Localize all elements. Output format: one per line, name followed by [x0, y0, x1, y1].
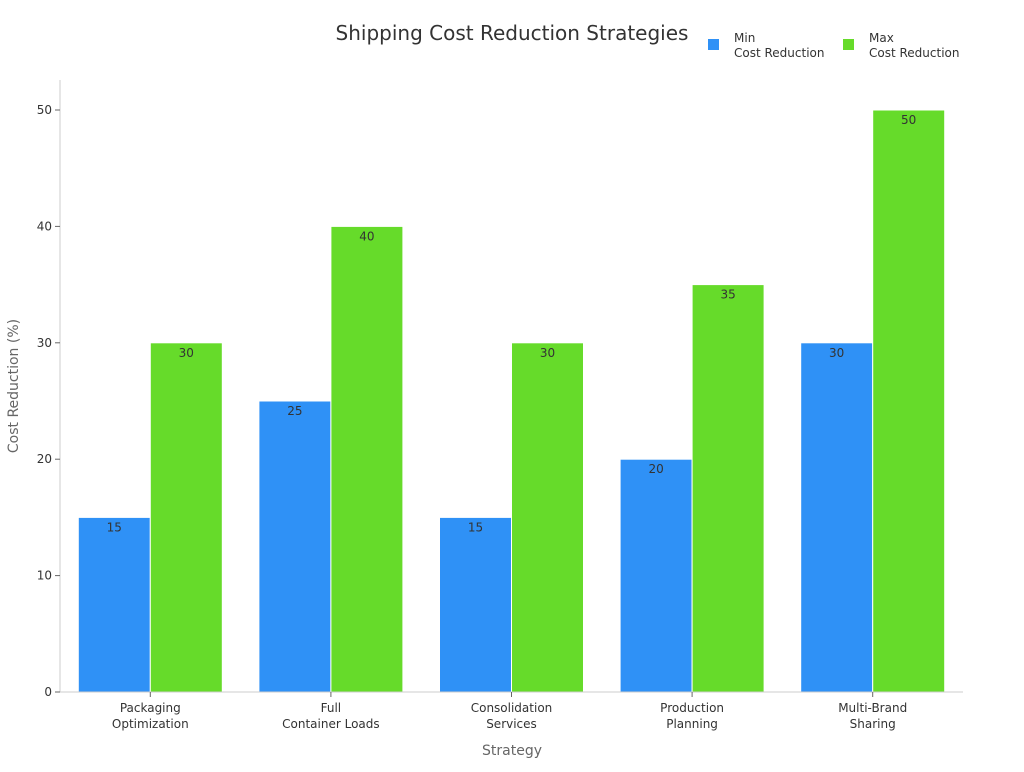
x-axis-label: Strategy — [482, 743, 542, 759]
bar — [77, 516, 151, 693]
data-label: 40 — [359, 229, 374, 243]
y-axis-label: Cost Reduction (%) — [6, 319, 22, 453]
data-label: 15 — [468, 520, 483, 534]
x-tick-label: Full — [321, 701, 342, 715]
x-tick-label: Sharing — [850, 717, 896, 731]
bar — [330, 225, 404, 693]
bar — [258, 400, 332, 693]
y-tick-label: 10 — [37, 569, 52, 583]
legend-label: Cost Reduction — [869, 46, 959, 60]
y-tick-label: 40 — [37, 219, 52, 233]
legend-label: Cost Reduction — [734, 46, 824, 60]
bar — [800, 342, 874, 693]
legend-label: Max — [869, 31, 894, 45]
x-tick-label: Consolidation — [471, 701, 553, 715]
y-tick-label: 30 — [37, 336, 52, 350]
bar — [691, 284, 765, 693]
legend-swatch — [708, 39, 719, 50]
bar — [511, 342, 584, 693]
data-label: 30 — [179, 346, 194, 360]
axes: 0 10 20 30 40 50 Packaging Optimization Full Cont… — [37, 80, 963, 731]
data-label: 35 — [720, 288, 735, 302]
bar — [619, 458, 693, 693]
legend-swatch — [843, 39, 854, 50]
data-label: 30 — [540, 346, 555, 360]
bar — [872, 109, 946, 693]
y-tick-label: 50 — [37, 103, 52, 117]
data-label: 25 — [287, 404, 302, 418]
data-label: 30 — [829, 346, 844, 360]
data-label: 20 — [648, 462, 663, 476]
x-tick-label: Multi-Brand — [838, 701, 907, 715]
bar — [149, 342, 223, 693]
x-tick-label: Production — [660, 701, 724, 715]
x-tick-label: Optimization — [112, 717, 189, 731]
x-tick-label: Planning — [666, 717, 718, 731]
chart-title: Shipping Cost Reduction Strategies — [336, 21, 689, 45]
x-tick-label: Packaging — [120, 701, 181, 715]
legend-label: Min — [734, 31, 755, 45]
bar — [439, 516, 512, 693]
x-tick-label: Container Loads — [282, 717, 380, 731]
y-tick-label: 0 — [44, 685, 52, 699]
x-tick-label: Services — [486, 717, 537, 731]
bars: 15 30 25 40 15 30 20 35 30 50 — [77, 109, 946, 693]
data-label: 50 — [901, 113, 916, 127]
data-label: 15 — [107, 520, 122, 534]
y-tick-label: 20 — [37, 452, 52, 466]
